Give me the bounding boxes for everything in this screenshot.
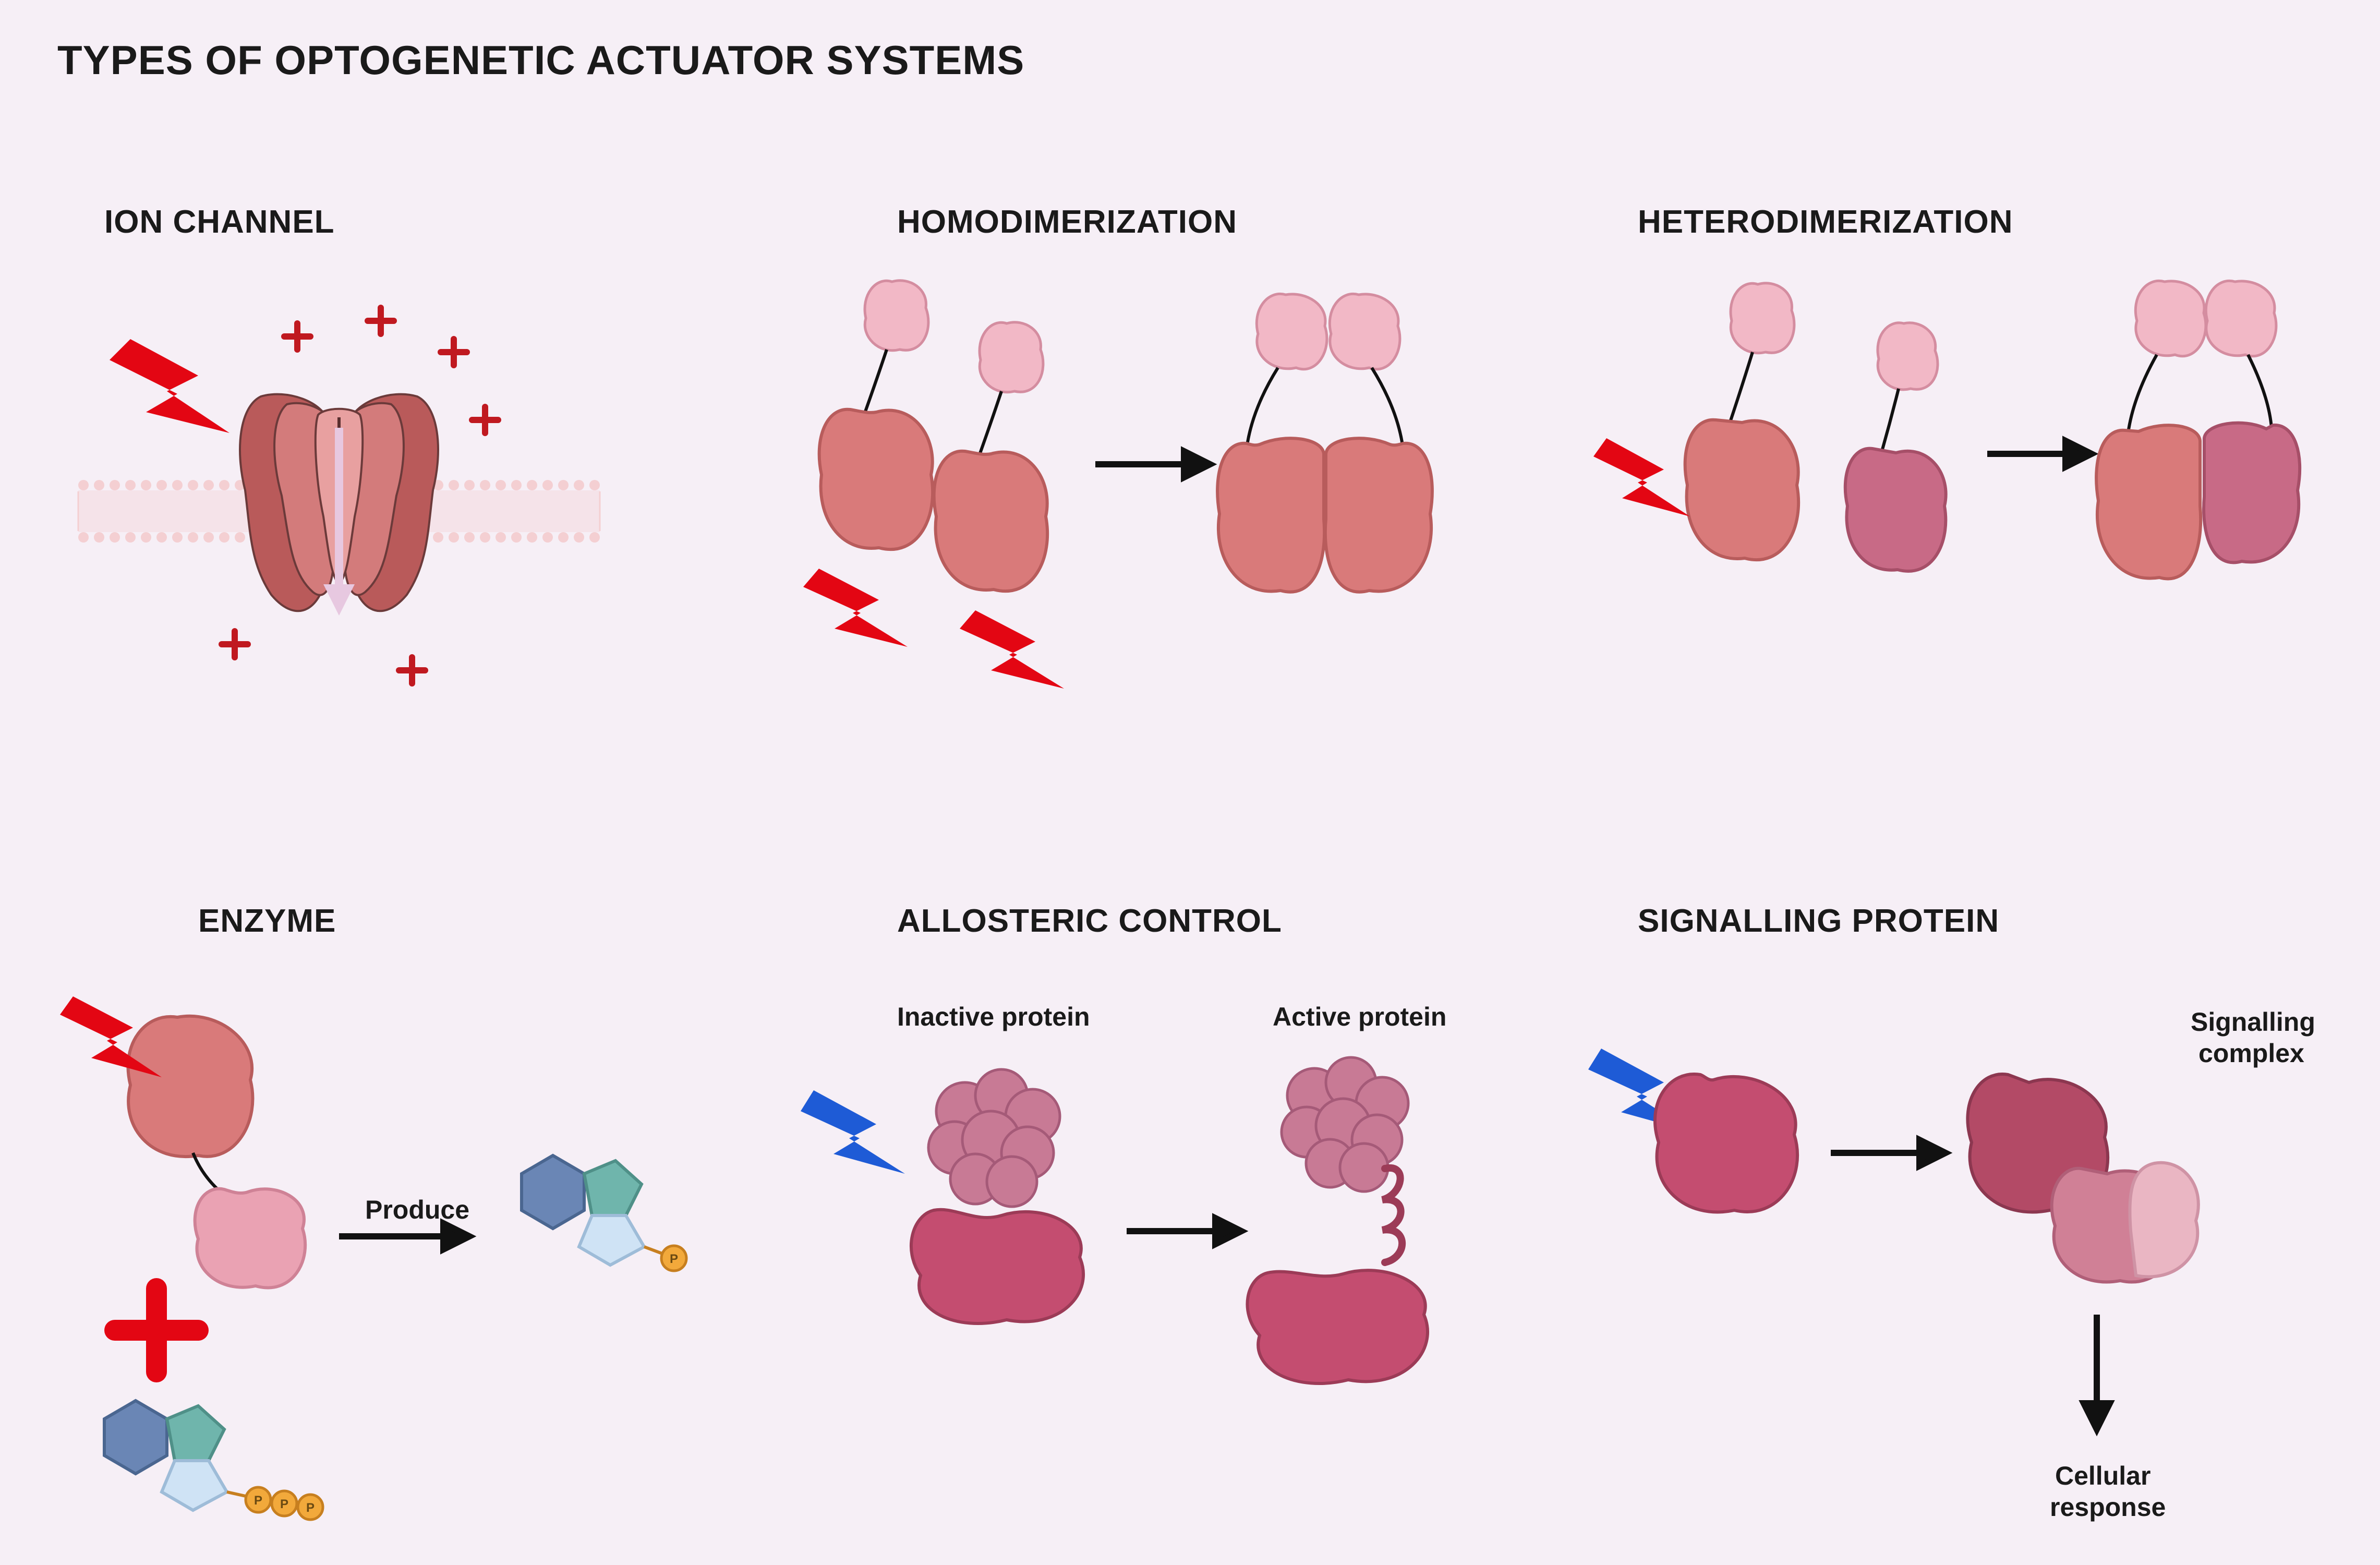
enzyme-icon (128, 1016, 306, 1288)
hetero-monomer-b-icon (1845, 323, 1946, 571)
hetero-monomer-a-icon (1685, 283, 1798, 560)
allo-active-label: Active protein (1273, 1002, 1446, 1032)
signalling-complex-icon (1967, 1074, 2198, 1282)
monomer-1-icon (819, 281, 933, 549)
arrow-down-icon (2084, 1315, 2110, 1429)
svg-text:P: P (306, 1501, 315, 1515)
arrow-right-icon (339, 1223, 469, 1249)
arrow-right-icon (1095, 451, 1210, 477)
heading-signalling: SIGNALLING PROTEIN (1638, 902, 1999, 940)
lightning-blue-icon (801, 1090, 905, 1174)
page-title: TYPES OF OPTOGENETIC ACTUATOR SYSTEMS (57, 37, 1024, 84)
panel-enzyme: P P P P (42, 955, 772, 1528)
lightning-red-icon (1593, 438, 1690, 516)
heterodimer-icon (2096, 281, 2300, 579)
heading-heterodimerization: HETERODIMERIZATION (1638, 203, 2013, 240)
arrow-right-icon (1831, 1140, 1946, 1166)
lightning-red-icon (110, 339, 229, 433)
arrow-right-icon (1127, 1218, 1241, 1244)
homodimer-icon (1217, 294, 1432, 592)
panel-homodimerization (782, 245, 1460, 715)
svg-text:P: P (254, 1494, 262, 1508)
heading-ion-channel: ION CHANNEL (104, 203, 335, 240)
svg-text:P: P (670, 1252, 678, 1266)
panel-ion-channel (52, 271, 626, 741)
sig-response-label-l1: Cellular (2055, 1461, 2151, 1491)
heading-allosteric: ALLOSTERIC CONTROL (897, 902, 1282, 940)
product-icon: P (522, 1155, 686, 1271)
panel-heterodimerization (1586, 245, 2316, 715)
heading-enzyme: ENZYME (198, 902, 336, 940)
enzyme-produce-label: Produce (365, 1195, 469, 1225)
sig-complex-label-l2: complex (2198, 1038, 2304, 1068)
arrow-right-icon (1987, 441, 2092, 467)
active-protein-icon (1247, 1057, 1428, 1383)
signal-protein-icon (1655, 1074, 1797, 1212)
sig-complex-label-l1: Signalling (2191, 1007, 2315, 1037)
allo-inactive-label: Inactive protein (897, 1002, 1090, 1032)
sig-response-label-l2: response (2050, 1492, 2166, 1522)
inactive-protein-icon (911, 1069, 1083, 1323)
panel-allosteric (793, 960, 1523, 1482)
monomer-2-icon (934, 322, 1047, 591)
svg-text:P: P (280, 1497, 288, 1511)
substrate-icon: P P P (104, 1401, 323, 1520)
plus-icon (115, 1289, 198, 1372)
heading-homodimerization: HOMODIMERIZATION (897, 203, 1237, 240)
